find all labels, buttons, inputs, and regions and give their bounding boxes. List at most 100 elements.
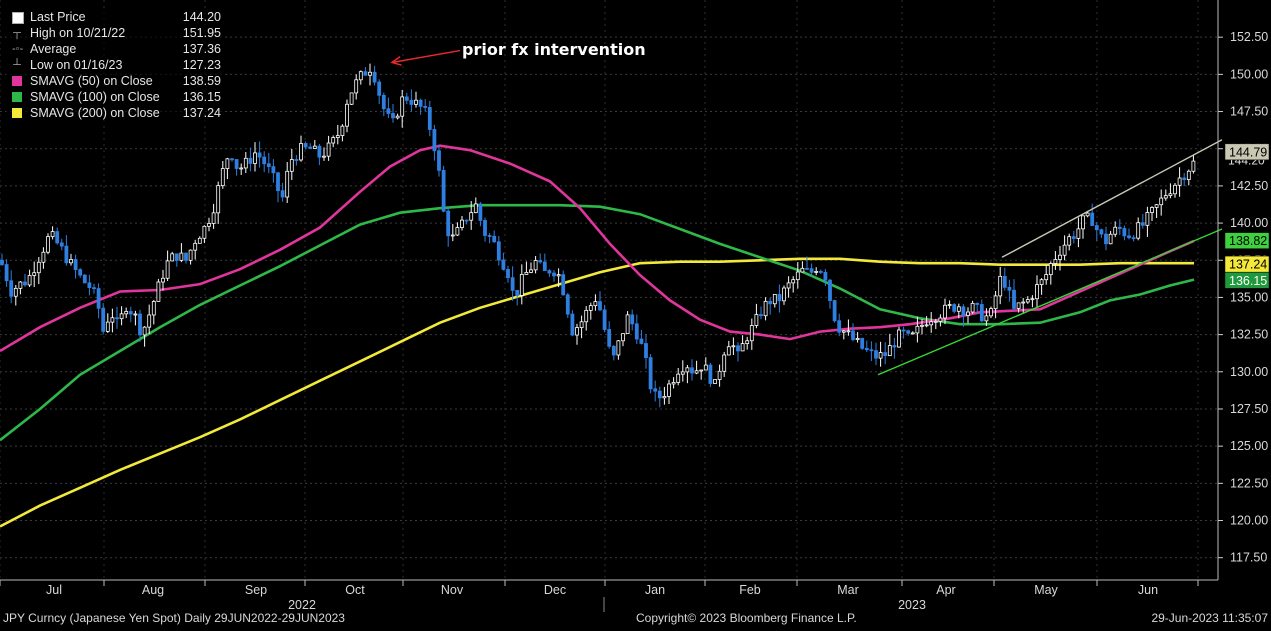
candle-body bbox=[924, 324, 929, 327]
candle-body bbox=[667, 383, 671, 397]
candle-body bbox=[860, 338, 865, 349]
candle-body bbox=[782, 287, 786, 302]
candle-body bbox=[110, 317, 115, 323]
candle-body bbox=[759, 314, 763, 317]
candle-body bbox=[248, 157, 253, 164]
candle-body bbox=[220, 168, 225, 187]
footer-copyright: Copyright© 2023 Bloomberg Finance L.P. bbox=[636, 611, 857, 625]
candle-body bbox=[1062, 244, 1067, 256]
candle-body bbox=[671, 382, 676, 385]
legend: Last Price 144.20 ┬ High on 10/21/22 151… bbox=[6, 9, 225, 126]
candle-body bbox=[897, 329, 901, 348]
candle-body bbox=[933, 320, 938, 323]
candle-body bbox=[207, 223, 211, 227]
candle-body bbox=[450, 234, 455, 237]
candle-body bbox=[225, 158, 230, 169]
moving-averages bbox=[0, 144, 1195, 528]
candle-body bbox=[87, 282, 92, 289]
candle-body bbox=[644, 343, 648, 359]
candle-body bbox=[101, 307, 106, 332]
candle-body bbox=[542, 261, 547, 272]
y-tick-label: 117.50 bbox=[1230, 551, 1267, 565]
candle-body bbox=[446, 210, 451, 237]
candle-body bbox=[243, 157, 248, 169]
x-tick-label: Dec bbox=[544, 583, 566, 597]
x-tick-label: Jun bbox=[1138, 583, 1158, 597]
candle-body bbox=[395, 115, 400, 119]
candle-body bbox=[1053, 259, 1058, 264]
y-tick-label: 135.00 bbox=[1230, 290, 1268, 304]
candle-body bbox=[657, 390, 662, 399]
candle-body bbox=[864, 347, 869, 351]
candle-body bbox=[280, 190, 285, 198]
candle-body bbox=[377, 81, 382, 96]
candle-body bbox=[598, 301, 602, 311]
candle-body bbox=[1025, 299, 1030, 303]
candle-body bbox=[970, 302, 975, 313]
candle-body bbox=[1186, 170, 1191, 181]
candle-body bbox=[9, 280, 14, 297]
candle-body bbox=[1163, 195, 1168, 199]
legend-low: ┴ Low on 01/16/23 127.23 bbox=[6, 57, 225, 73]
candle-body bbox=[993, 295, 998, 310]
candle-body bbox=[846, 330, 851, 333]
candle-body bbox=[1173, 184, 1177, 195]
candle-body bbox=[593, 301, 598, 307]
candle-body bbox=[501, 259, 506, 270]
candle-body bbox=[975, 302, 980, 305]
candle-body bbox=[27, 275, 32, 286]
candle-body bbox=[23, 281, 27, 286]
candle-body bbox=[1117, 226, 1122, 229]
candle-body bbox=[59, 242, 64, 247]
candle-body bbox=[1002, 275, 1007, 288]
candle-body bbox=[575, 327, 579, 336]
legend-sma100: SMAVG (100) on Close 136.15 bbox=[6, 89, 225, 105]
candle-body bbox=[1191, 160, 1196, 172]
candle-body bbox=[1048, 263, 1053, 276]
candle-body bbox=[740, 343, 745, 352]
candle-body bbox=[1131, 237, 1136, 240]
candle-body bbox=[713, 379, 717, 384]
annotation-arrow bbox=[391, 49, 461, 64]
x-tick-label: Mar bbox=[837, 583, 859, 597]
candle-body bbox=[708, 364, 713, 384]
candle-body bbox=[653, 388, 658, 392]
legend-value: 136.15 bbox=[182, 90, 221, 104]
axis-badge-label: 136.15 bbox=[1229, 274, 1267, 288]
candle-body bbox=[289, 159, 294, 172]
candle-body bbox=[1108, 233, 1113, 245]
candle-body bbox=[174, 253, 179, 261]
candle-body bbox=[1122, 228, 1127, 237]
candle-body bbox=[685, 367, 690, 373]
candle-body bbox=[165, 260, 170, 279]
y-tick-label: 150.00 bbox=[1230, 67, 1268, 81]
candle-body bbox=[381, 94, 386, 110]
legend-sma50: SMAVG (50) on Close 138.59 bbox=[6, 73, 225, 89]
candle-body bbox=[418, 99, 423, 107]
y-tick-label: 142.50 bbox=[1230, 179, 1268, 193]
candle-body bbox=[956, 306, 961, 312]
y-tick-label: 147.50 bbox=[1230, 105, 1268, 119]
candle-body bbox=[717, 370, 722, 380]
candle-body bbox=[906, 330, 911, 334]
candle-body bbox=[763, 300, 768, 317]
year-label: 2022 bbox=[288, 598, 316, 612]
candle-body bbox=[492, 235, 497, 243]
x-tick-label: Oct bbox=[345, 583, 365, 597]
legend-label: SMAVG (200) on Close bbox=[30, 106, 160, 120]
candle-body bbox=[768, 300, 773, 305]
candle-body bbox=[400, 96, 405, 117]
candle-body bbox=[363, 71, 368, 76]
y-tick-label: 127.50 bbox=[1230, 402, 1268, 416]
candle-body bbox=[13, 287, 18, 297]
candle-body bbox=[202, 225, 207, 239]
candle-body bbox=[754, 314, 759, 326]
candle-body bbox=[340, 125, 345, 136]
axis-badge bbox=[1224, 272, 1270, 289]
candle-body bbox=[92, 287, 96, 290]
candle-body bbox=[887, 345, 892, 357]
candle-body bbox=[634, 323, 639, 340]
candle-body bbox=[874, 350, 878, 359]
x-tick-label: May bbox=[1034, 583, 1058, 597]
candle-body bbox=[1044, 274, 1049, 281]
